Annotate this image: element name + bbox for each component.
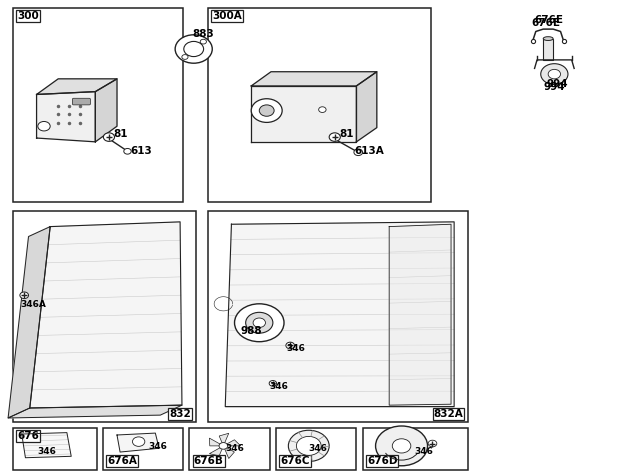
Bar xyxy=(189,428,270,470)
Circle shape xyxy=(259,105,274,116)
Text: 883: 883 xyxy=(192,29,215,39)
Text: 81: 81 xyxy=(340,129,354,139)
Text: 346: 346 xyxy=(414,447,433,456)
Circle shape xyxy=(269,380,277,386)
Polygon shape xyxy=(8,227,50,418)
Polygon shape xyxy=(210,438,223,446)
Polygon shape xyxy=(210,446,223,456)
Bar xyxy=(103,428,183,470)
Circle shape xyxy=(392,439,411,453)
Bar xyxy=(13,211,195,422)
Text: 346: 346 xyxy=(286,344,306,353)
Circle shape xyxy=(38,122,50,131)
Text: 832: 832 xyxy=(169,409,191,419)
Text: eReplacementParts.com: eReplacementParts.com xyxy=(238,252,382,266)
Circle shape xyxy=(296,437,321,456)
Text: 346: 346 xyxy=(308,444,327,453)
Bar xyxy=(276,428,356,470)
Circle shape xyxy=(20,292,29,299)
Ellipse shape xyxy=(543,37,553,40)
Text: 832A: 832A xyxy=(433,409,463,419)
Circle shape xyxy=(182,55,188,59)
Text: 613: 613 xyxy=(131,146,153,156)
Polygon shape xyxy=(30,222,182,408)
Circle shape xyxy=(246,313,273,333)
Text: 994: 994 xyxy=(544,82,565,92)
Circle shape xyxy=(548,69,560,79)
Polygon shape xyxy=(356,72,377,142)
Text: 81: 81 xyxy=(113,129,128,139)
Circle shape xyxy=(354,149,363,156)
Polygon shape xyxy=(37,92,95,142)
Polygon shape xyxy=(219,433,229,446)
Circle shape xyxy=(219,443,228,449)
Bar xyxy=(208,8,431,202)
Text: 300: 300 xyxy=(17,11,39,21)
Text: 676C: 676C xyxy=(280,456,310,466)
Polygon shape xyxy=(37,79,117,95)
Text: 676E: 676E xyxy=(534,15,563,26)
Bar xyxy=(13,428,97,470)
Circle shape xyxy=(288,430,329,462)
Text: 300A: 300A xyxy=(212,11,242,21)
Polygon shape xyxy=(8,405,182,418)
Circle shape xyxy=(184,41,203,57)
Circle shape xyxy=(251,99,282,123)
Text: 676B: 676B xyxy=(193,456,224,466)
Text: 613A: 613A xyxy=(355,146,384,156)
Text: 676A: 676A xyxy=(107,456,137,466)
Text: 346A: 346A xyxy=(20,300,46,309)
Circle shape xyxy=(104,133,115,142)
Circle shape xyxy=(253,318,265,327)
Polygon shape xyxy=(251,86,356,142)
Bar xyxy=(208,211,467,422)
Text: 346: 346 xyxy=(270,382,289,391)
Circle shape xyxy=(376,426,428,466)
Circle shape xyxy=(541,64,568,85)
Polygon shape xyxy=(389,224,451,405)
Text: 346: 346 xyxy=(38,447,56,456)
Polygon shape xyxy=(223,446,234,458)
Circle shape xyxy=(175,35,212,63)
Text: 988: 988 xyxy=(241,326,262,336)
Circle shape xyxy=(200,39,206,44)
Circle shape xyxy=(234,304,284,342)
Circle shape xyxy=(428,440,437,447)
Circle shape xyxy=(319,107,326,113)
Polygon shape xyxy=(251,72,377,86)
Text: 676D: 676D xyxy=(367,456,397,466)
Text: 346: 346 xyxy=(225,444,244,453)
Circle shape xyxy=(124,149,131,154)
Circle shape xyxy=(329,133,340,142)
Circle shape xyxy=(286,342,294,349)
Bar xyxy=(543,38,553,60)
FancyBboxPatch shape xyxy=(73,98,91,105)
Circle shape xyxy=(133,437,145,446)
Text: 994: 994 xyxy=(546,79,568,89)
Polygon shape xyxy=(95,79,117,142)
Polygon shape xyxy=(22,433,71,458)
Bar xyxy=(363,428,467,470)
Text: 676: 676 xyxy=(17,431,39,441)
Text: 346: 346 xyxy=(148,442,167,451)
Text: 676E: 676E xyxy=(531,19,560,28)
Polygon shape xyxy=(117,433,159,452)
Polygon shape xyxy=(225,222,454,407)
Polygon shape xyxy=(223,440,241,446)
Bar xyxy=(13,8,183,202)
